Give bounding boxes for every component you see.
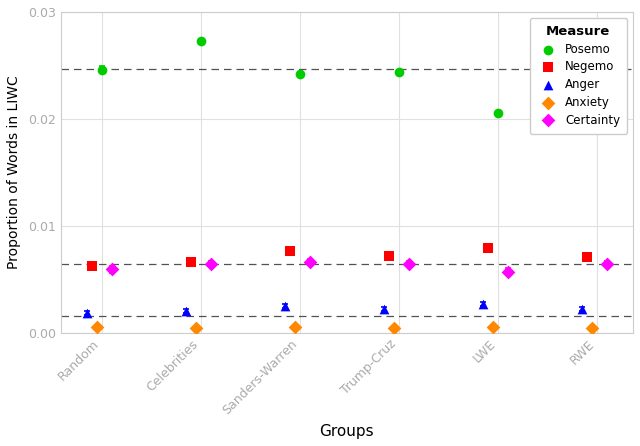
Certainty	[503, 268, 513, 275]
Certainty	[205, 260, 216, 268]
Posemo	[592, 65, 602, 72]
Anxiety	[92, 324, 102, 331]
Posemo	[196, 37, 206, 44]
Posemo	[394, 68, 404, 75]
X-axis label: Groups: Groups	[319, 424, 374, 439]
Posemo	[97, 66, 107, 73]
Anxiety	[191, 325, 201, 332]
Anger	[180, 308, 191, 315]
Y-axis label: Proportion of Words in LIWC: Proportion of Words in LIWC	[7, 75, 21, 269]
Anger	[577, 306, 588, 313]
Anger	[379, 306, 389, 313]
Certainty	[602, 260, 612, 268]
Anxiety	[587, 325, 597, 332]
Anger	[82, 310, 92, 317]
Anxiety	[290, 324, 300, 331]
Certainty	[106, 266, 116, 273]
Certainty	[305, 258, 315, 265]
Negemo	[186, 258, 196, 265]
Anger	[478, 300, 488, 307]
Anxiety	[389, 325, 399, 332]
Negemo	[86, 263, 97, 270]
Negemo	[483, 244, 493, 252]
Negemo	[582, 253, 593, 260]
Legend: Posemo, Negemo, Anger, Anxiety, Certainty: Posemo, Negemo, Anger, Anxiety, Certaint…	[529, 18, 627, 134]
Posemo	[493, 110, 503, 117]
Posemo	[294, 70, 305, 78]
Negemo	[384, 252, 394, 259]
Negemo	[285, 248, 295, 255]
Anxiety	[488, 324, 498, 331]
Certainty	[404, 260, 414, 268]
Anger	[280, 302, 290, 310]
